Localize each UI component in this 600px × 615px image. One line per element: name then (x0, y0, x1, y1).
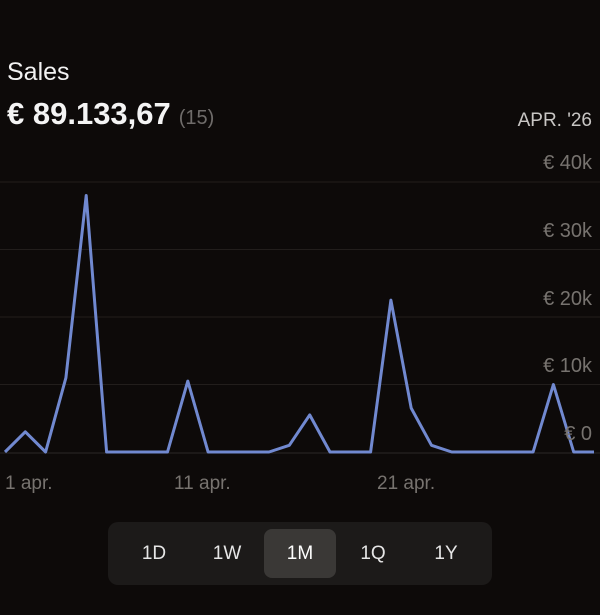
sales-summary: € 89.133,67 (15) (7, 96, 214, 132)
x-tick-label: 11 apr. (174, 473, 231, 494)
y-tick-label: € 40k (543, 152, 592, 174)
period-label: APR. '26 (517, 110, 592, 131)
y-tick-label: € 10k (543, 355, 592, 377)
range-1q-button[interactable]: 1Q (360, 542, 386, 564)
range-1m-button[interactable]: 1M (264, 529, 336, 578)
page-title: Sales (7, 58, 70, 86)
sales-series-line (3, 194, 594, 454)
range-1d-button[interactable]: 1D (141, 542, 167, 564)
range-1y-button[interactable]: 1Y (434, 542, 458, 564)
range-1w-button[interactable]: 1W (212, 542, 242, 564)
x-tick-label: 1 apr. (5, 473, 53, 494)
y-tick-label: € 0 (564, 423, 592, 445)
range-selector: 1D 1W 1M 1Q 1Y (108, 522, 492, 585)
sales-count: (15) (178, 107, 215, 129)
y-tick-label: € 30k (543, 220, 592, 242)
sales-total: € 89.133,67 (7, 96, 171, 131)
x-tick-label: 21 apr. (377, 473, 436, 494)
y-tick-label: € 20k (543, 288, 592, 310)
